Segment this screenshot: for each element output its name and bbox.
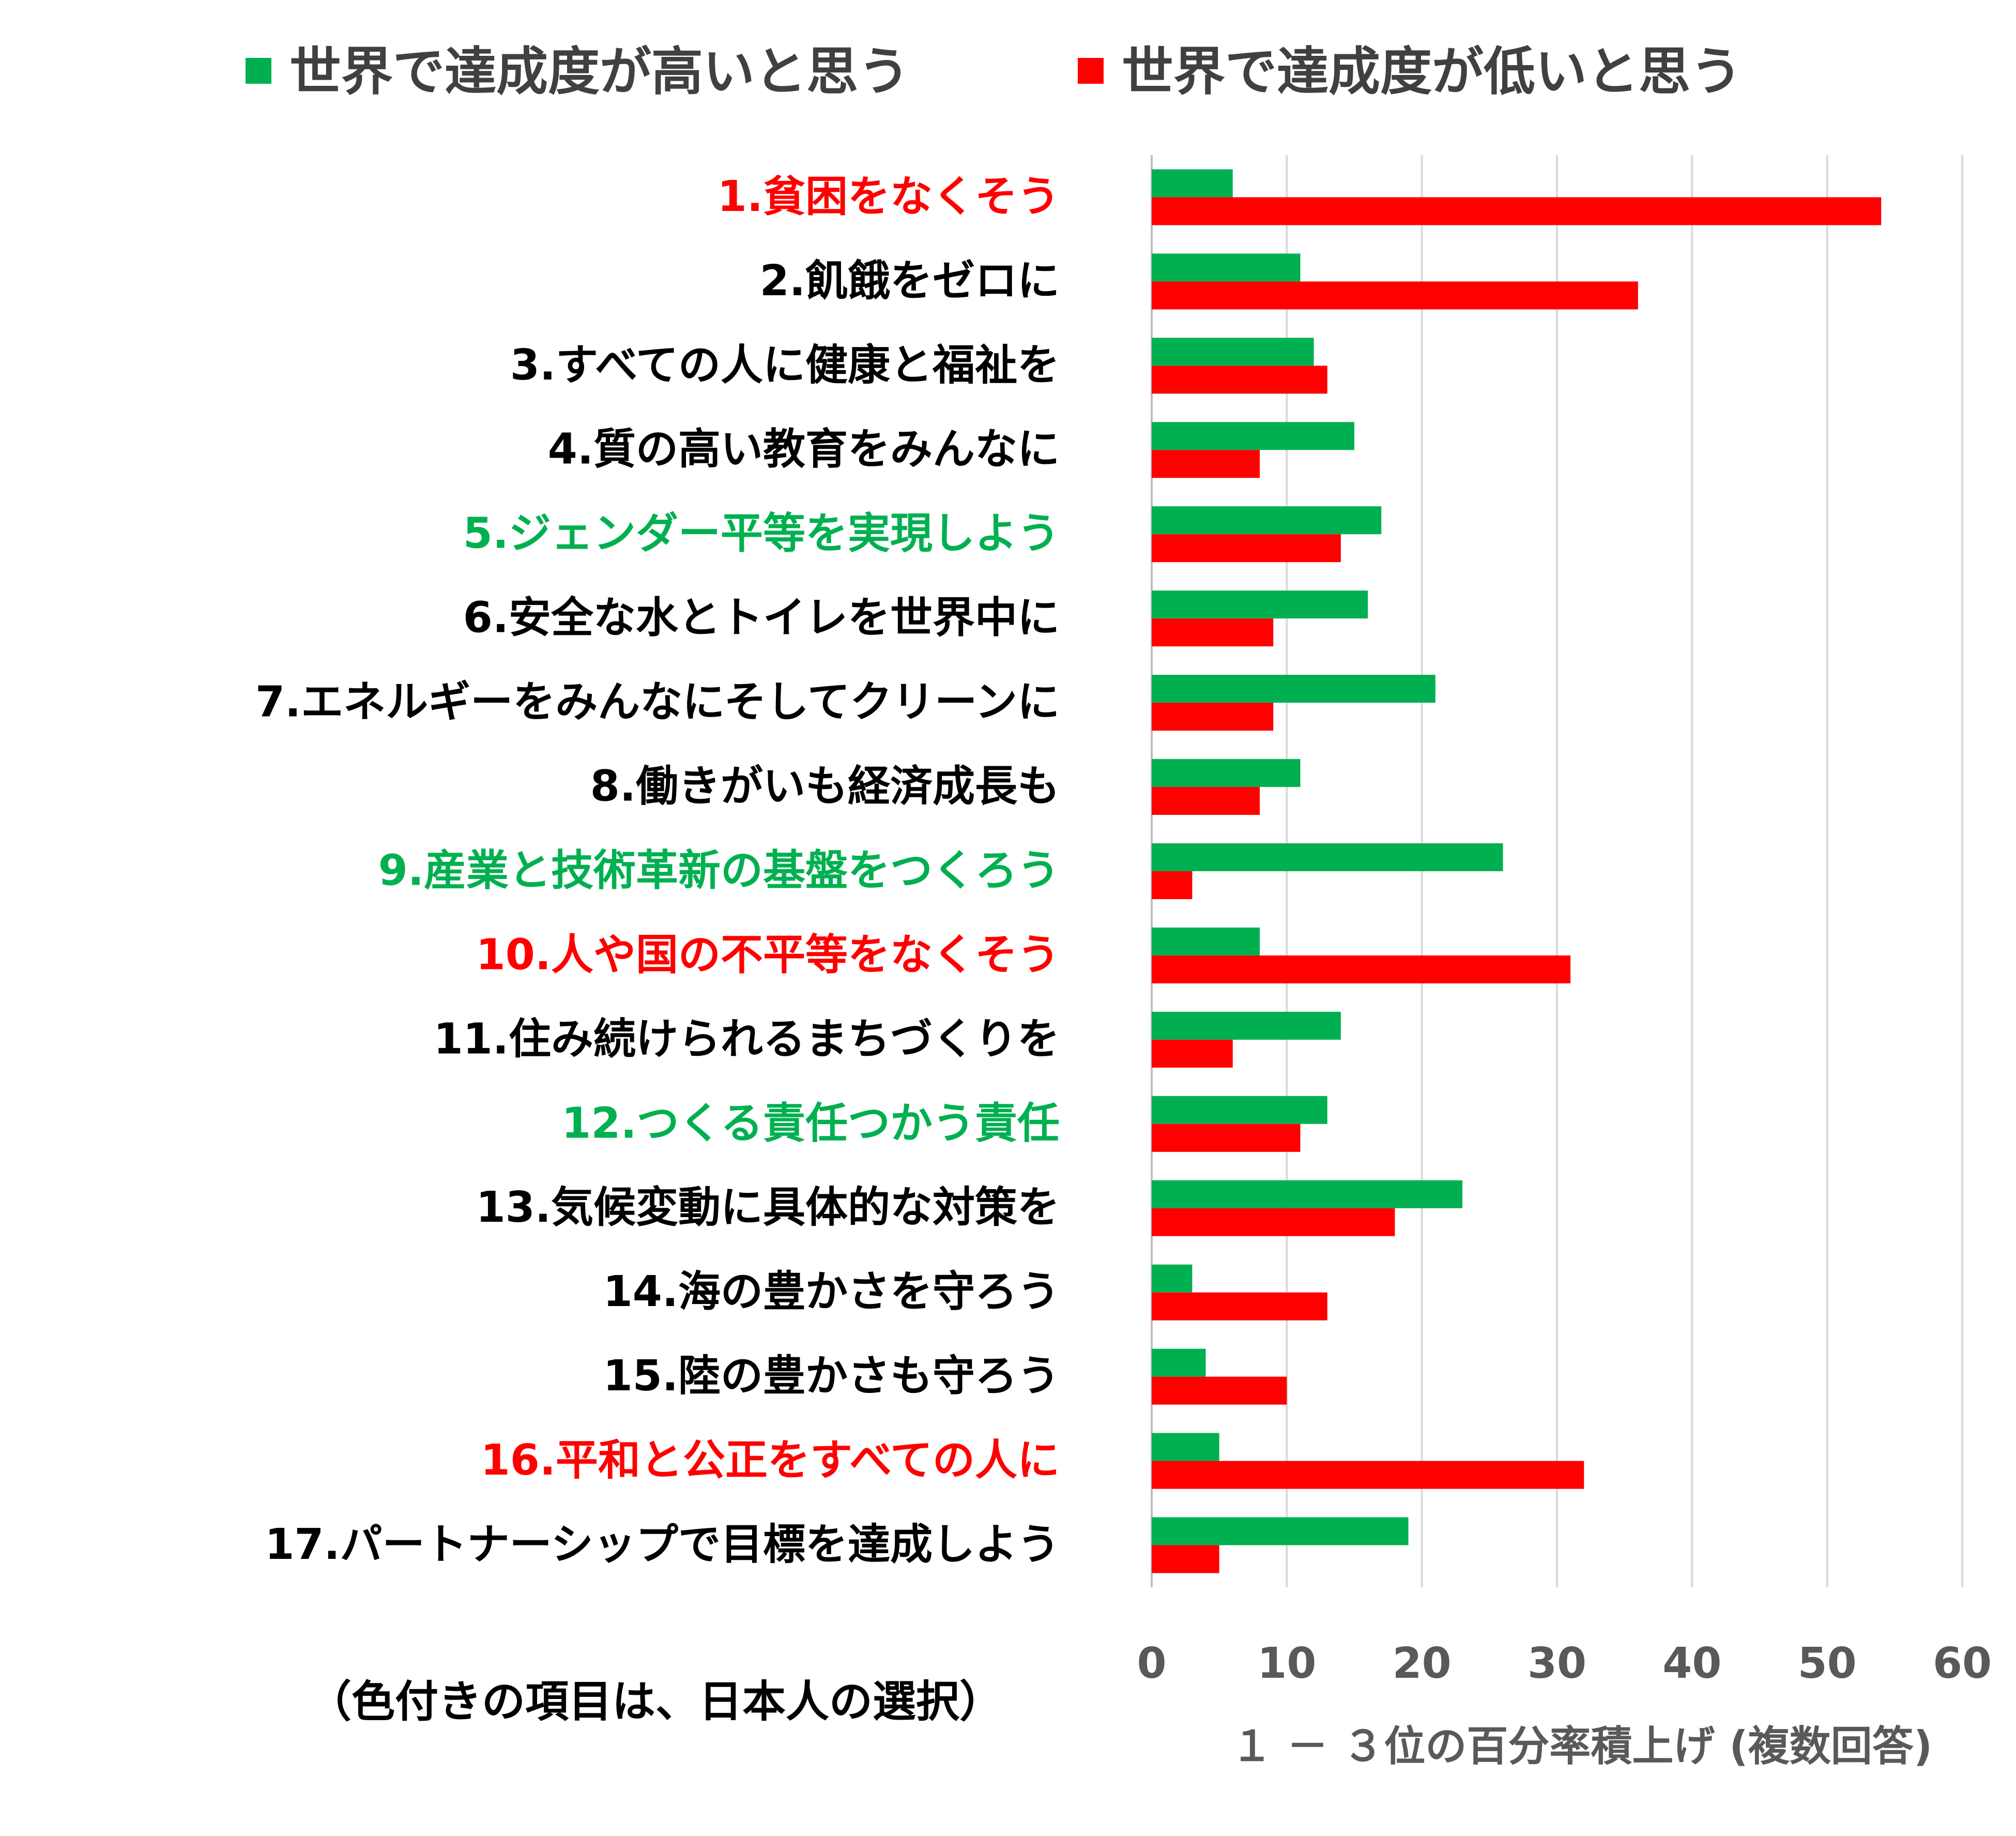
category-label-3: 3.すべての人に健康と福祉を (510, 341, 1060, 390)
bar-high-3 (1152, 338, 1314, 366)
category-label-11: 11.住み続けられるまちづくりを (434, 1014, 1060, 1064)
bar-low-4 (1152, 450, 1260, 478)
bar-high-15 (1152, 1348, 1206, 1377)
bar-low-3 (1152, 366, 1327, 394)
x-tick-labels: 0 10 20 30 40 50 60 (1137, 1639, 1992, 1688)
bar-high-16 (1152, 1433, 1219, 1461)
x-tick-label: 0 (1137, 1639, 1166, 1688)
category-label-1: 1.貧困をなくそう (717, 172, 1060, 221)
bar-high-12 (1152, 1096, 1327, 1124)
bar-low-8 (1152, 787, 1260, 815)
legend-label-low: 世界で達成度が低いと思う (1122, 41, 1742, 102)
legend: 世界で達成度が高いと思う 世界で達成度が低いと思う (246, 41, 1742, 102)
category-label-6: 6.安全な水とトイレを世界中に (463, 594, 1060, 643)
bar-high-9 (1152, 843, 1503, 871)
bar-low-15 (1152, 1376, 1287, 1405)
x-axis-title: １ － ３位の百分率積上げ (複数回答) (1231, 1722, 1933, 1770)
bar-high-2 (1152, 253, 1301, 282)
category-label-8: 8.働きがいも経済成長も (590, 762, 1060, 811)
x-tick-label: 20 (1393, 1639, 1452, 1688)
category-label-9: 9.産業と技術革新の基盤をつくろう (378, 846, 1060, 895)
category-label-10: 10.人や国の不平等をなくそう (476, 930, 1060, 979)
bar-low-13 (1152, 1208, 1395, 1236)
bar-high-5 (1152, 506, 1382, 535)
bar-high-7 (1152, 675, 1435, 703)
bar-high-17 (1152, 1517, 1409, 1545)
bar-high-1 (1152, 169, 1233, 198)
bar-low-17 (1152, 1545, 1219, 1573)
x-tick-label: 40 (1662, 1639, 1721, 1688)
category-labels: 1.貧困をなくそう 2.飢餓をゼロに 3.すべての人に健康と福祉を 4.質の高い教育を… (255, 172, 1060, 1569)
bar-low-16 (1152, 1461, 1584, 1489)
x-tick-label: 50 (1798, 1639, 1857, 1688)
bar-high-14 (1152, 1264, 1193, 1293)
category-label-14: 14.海の豊かさを守ろう (603, 1267, 1060, 1316)
category-label-2: 2.飢餓をゼロに (760, 256, 1060, 306)
bar-low-9 (1152, 871, 1193, 899)
category-label-7: 7.エネルギーをみんなにそしてクリーンに (255, 678, 1060, 727)
bar-low-2 (1152, 281, 1638, 310)
category-label-17: 17.パートナーシップで目標を達成しよう (265, 1520, 1060, 1569)
bar-low-7 (1152, 703, 1274, 731)
bar-low-11 (1152, 1039, 1233, 1068)
x-tick-label: 30 (1528, 1639, 1586, 1688)
bar-high-10 (1152, 927, 1260, 955)
chart-note: （色付きの項目は、日本人の選択） (308, 1676, 1003, 1727)
legend-swatch-high (246, 58, 271, 84)
category-label-4: 4.質の高い教育をみんなに (548, 425, 1060, 474)
bar-high-11 (1152, 1011, 1341, 1040)
legend-label-high: 世界で達成度が高いと思う (289, 41, 910, 102)
bar-low-10 (1152, 955, 1571, 983)
bars (1152, 169, 1882, 1573)
bar-high-13 (1152, 1180, 1463, 1208)
x-tick-label: 60 (1933, 1639, 1992, 1688)
bar-high-6 (1152, 590, 1368, 619)
bar-high-8 (1152, 759, 1301, 787)
category-label-12: 12.つくる責任つかう責任 (561, 1099, 1060, 1148)
x-tick-label: 10 (1257, 1639, 1316, 1688)
bar-low-5 (1152, 534, 1341, 563)
bar-low-6 (1152, 618, 1274, 647)
category-label-5: 5.ジェンダー平等を実現しよう (463, 509, 1060, 558)
category-label-15: 15.陸の豊かさも守ろう (603, 1352, 1060, 1401)
bar-high-4 (1152, 422, 1354, 450)
legend-swatch-low (1078, 58, 1104, 84)
category-label-13: 13.気候変動に具体的な対策を (476, 1183, 1060, 1232)
bar-low-12 (1152, 1124, 1301, 1152)
category-label-16: 16.平和と公正をすべての人に (481, 1436, 1060, 1485)
bar-low-1 (1152, 197, 1882, 225)
bar-low-14 (1152, 1292, 1327, 1321)
